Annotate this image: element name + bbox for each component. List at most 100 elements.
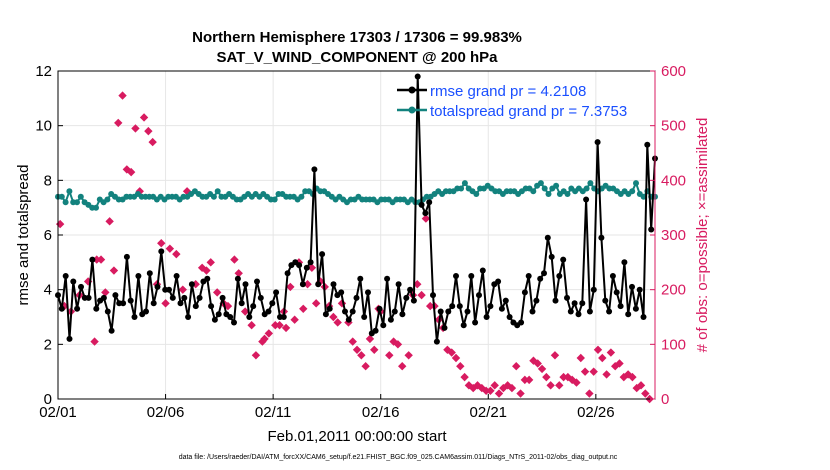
obs-point bbox=[546, 381, 555, 390]
rmse-point bbox=[158, 248, 165, 255]
rmse-point bbox=[89, 256, 96, 263]
obs-point bbox=[290, 315, 299, 324]
spread-point bbox=[461, 180, 468, 187]
rmse-point bbox=[456, 303, 463, 310]
rmse-point bbox=[541, 270, 547, 277]
rmse-point bbox=[468, 273, 475, 279]
rmse-point bbox=[326, 305, 333, 312]
obs-point bbox=[421, 214, 431, 223]
obs-point bbox=[247, 321, 256, 330]
obs-point bbox=[139, 113, 149, 122]
obs-point bbox=[144, 126, 153, 136]
rmse-point bbox=[280, 314, 287, 320]
rmse-point bbox=[361, 314, 368, 320]
rmse-point bbox=[177, 300, 184, 307]
obs-point bbox=[425, 301, 435, 311]
rmse-point bbox=[357, 275, 364, 282]
rmse-point bbox=[506, 314, 513, 320]
obs-point bbox=[524, 375, 534, 385]
obs-point bbox=[329, 312, 338, 322]
rmse-point bbox=[636, 286, 643, 293]
rmse-point bbox=[613, 289, 620, 296]
rmse-point bbox=[464, 308, 471, 315]
y2-tick-label: 0 bbox=[661, 391, 669, 408]
obs-point bbox=[580, 367, 590, 376]
rmse-point bbox=[629, 283, 635, 290]
obs-point bbox=[55, 219, 65, 229]
rmse-point bbox=[131, 314, 138, 320]
spread-point bbox=[74, 199, 80, 206]
rmse-point bbox=[387, 316, 394, 323]
obs-point bbox=[365, 334, 375, 344]
legend: rmse grand pr = 4.2108 totalspread grand… bbox=[397, 83, 627, 120]
rmse-point bbox=[479, 267, 486, 274]
obs-point bbox=[370, 345, 379, 354]
obs-point bbox=[90, 337, 99, 346]
obs-point bbox=[417, 290, 426, 300]
spread-point bbox=[473, 191, 480, 197]
obs-point bbox=[585, 389, 594, 398]
x-tick-label: 02/01 bbox=[39, 404, 77, 421]
rmse-point bbox=[127, 297, 134, 304]
rmse-point bbox=[307, 259, 314, 266]
rmse-point bbox=[537, 275, 544, 282]
obs-point bbox=[286, 282, 295, 292]
rmse-point bbox=[112, 292, 119, 299]
rmse-point bbox=[257, 294, 264, 301]
y2-axis-label: # of obs: o=possible; ×=assimilated bbox=[694, 118, 711, 353]
chart-subtitle: SAT_V_WIND_COMPONENT @ 200 hPa bbox=[216, 49, 498, 66]
obs-point bbox=[271, 321, 280, 330]
rmse-point bbox=[606, 308, 613, 315]
rmse-point bbox=[85, 294, 92, 301]
rmse-point bbox=[338, 289, 345, 296]
x-tick-label: 02/16 bbox=[362, 404, 400, 421]
rmse-point bbox=[567, 308, 574, 315]
obs-point bbox=[460, 372, 469, 382]
obs-point bbox=[641, 389, 650, 398]
rmse-point bbox=[196, 294, 203, 301]
obs-point bbox=[260, 334, 269, 344]
rmse-point bbox=[188, 281, 195, 288]
rmse-point bbox=[433, 338, 440, 345]
rmse-point bbox=[100, 294, 107, 301]
rmse-point bbox=[525, 273, 532, 279]
rmse-point bbox=[586, 308, 593, 315]
rmse-point bbox=[120, 300, 127, 307]
rmse-point bbox=[62, 273, 69, 279]
obs-point bbox=[311, 299, 321, 308]
obs-point bbox=[398, 362, 407, 371]
obs-point bbox=[598, 353, 607, 363]
legend-spread-marker bbox=[408, 106, 416, 114]
rmse-point bbox=[169, 294, 176, 301]
obs-point bbox=[559, 372, 568, 382]
obs-point bbox=[628, 372, 637, 382]
obs-point bbox=[213, 288, 222, 297]
obs-point bbox=[251, 351, 261, 360]
obs-point bbox=[101, 288, 110, 297]
obs-point bbox=[542, 372, 551, 382]
y2-tick-label: 400 bbox=[661, 172, 686, 189]
rmse-point bbox=[644, 141, 651, 148]
obs-point bbox=[555, 381, 564, 390]
rmse-point bbox=[430, 292, 436, 299]
obs-point bbox=[348, 337, 357, 346]
rmse-point bbox=[265, 308, 272, 315]
obs-point bbox=[92, 255, 101, 264]
legend-rmse-marker bbox=[408, 86, 416, 94]
obs-point bbox=[172, 249, 181, 259]
obs-point bbox=[447, 348, 456, 357]
y-axis-label: rmse and totalspread bbox=[15, 165, 32, 306]
rmse-point bbox=[395, 281, 402, 288]
rmse-point bbox=[227, 314, 234, 320]
y-tick-label: 2 bbox=[44, 336, 52, 353]
spread-point bbox=[564, 191, 571, 197]
rmse-point bbox=[521, 289, 528, 296]
rmse-point bbox=[560, 256, 567, 263]
rmse-point bbox=[211, 316, 218, 323]
y-axis: 0 2 4 6 8 10 12 bbox=[35, 63, 63, 408]
y-tick-label: 0 bbox=[44, 391, 52, 408]
obs-point bbox=[589, 367, 598, 376]
rmse-point bbox=[437, 308, 444, 315]
rmse-point bbox=[556, 273, 563, 279]
rmse-point bbox=[426, 199, 433, 206]
